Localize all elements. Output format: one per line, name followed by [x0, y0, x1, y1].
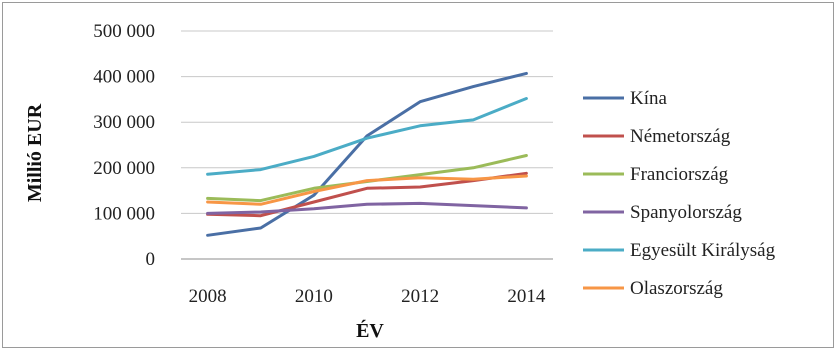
series-line: [206, 201, 528, 215]
series-layer: [206, 71, 528, 237]
x-tick-label: 2010: [295, 286, 333, 307]
y-tick-label: 200 000: [93, 158, 155, 179]
legend: Kína Németország Franciország Spanyolország…: [583, 88, 776, 299]
x-tick-label: 2012: [401, 286, 439, 307]
y-tick-label: 100 000: [93, 203, 155, 224]
legend-label: Németország: [630, 126, 731, 147]
x-tick-label: 2008: [189, 286, 227, 307]
y-tick-label: 300 000: [93, 112, 155, 133]
grid-layer: [181, 30, 553, 260]
series-line: [206, 71, 528, 237]
y-tick-label: 0: [146, 249, 156, 270]
series-line: [206, 97, 528, 176]
legend-label: Spanyolország: [630, 202, 742, 223]
legend-label: Egyesült Királyság: [630, 240, 776, 261]
chart-frame: 0 100 000 200 000 300 000 400 000 500 000 2008…: [2, 2, 834, 348]
line-chart: 0 100 000 200 000 300 000 400 000 500 000 2008…: [24, 21, 776, 342]
x-axis-label: ÉV: [356, 319, 384, 342]
y-axis-label: Millió EUR: [24, 103, 46, 202]
x-tick-label: 2014: [507, 286, 546, 307]
y-tick-label: 400 000: [93, 67, 155, 88]
axis-layer: 0 100 000 200 000 300 000 400 000 500 000 2008…: [93, 21, 553, 307]
series-line: [206, 174, 528, 206]
legend-label: Franciország: [630, 164, 729, 185]
y-tick-label: 500 000: [93, 21, 155, 42]
legend-label: Kína: [630, 88, 668, 109]
legend-label: Olaszország: [630, 278, 723, 299]
